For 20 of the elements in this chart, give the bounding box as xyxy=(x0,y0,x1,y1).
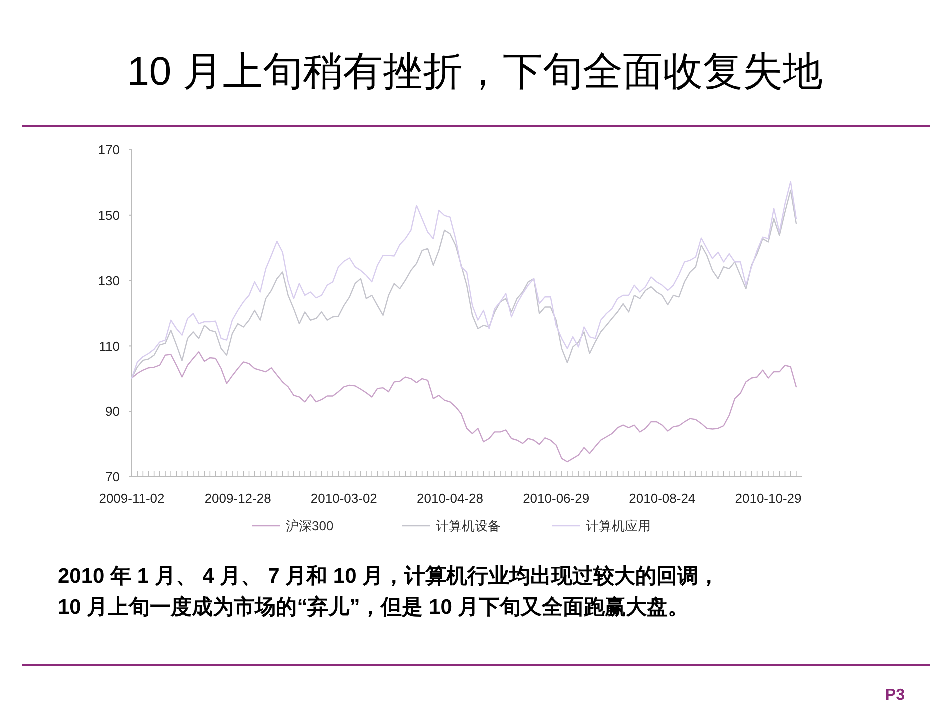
x-tick-label: 2009-11-02 xyxy=(99,491,165,506)
text: 10 月上旬一度成为市场的“弃儿”，但是 10 月下旬又全面跑赢大盘。 xyxy=(58,595,690,619)
y-tick-label: 150 xyxy=(98,208,120,223)
chart-title: 10 月上旬稍有挫折，下旬全面收复失地 xyxy=(127,50,823,94)
text: P3 xyxy=(885,687,906,704)
x-tick-label: 2010-10-29 xyxy=(735,491,802,506)
legend-label: 计算机设备 xyxy=(436,518,501,534)
x-tick-label: 2009-12-28 xyxy=(204,491,272,506)
x-tick-label: 2010-06-29 xyxy=(523,491,590,506)
x-tick-label: 2010-08-24 xyxy=(629,491,696,506)
y-tick-label: 70 xyxy=(106,470,120,485)
y-tick-label: 130 xyxy=(98,273,120,288)
y-tick-label: 170 xyxy=(98,142,120,158)
y-tick-label: 90 xyxy=(106,404,120,420)
y-tick-label: 110 xyxy=(99,338,120,354)
legend-label: 计算机应用 xyxy=(586,518,651,534)
legend-label: 沪深300 xyxy=(286,518,334,534)
x-tick-label: 2010-04-28 xyxy=(417,491,484,506)
x-tick-label: 2010-03-02 xyxy=(310,491,378,506)
text: 2010 年 1 月、 4 月、 7 月和 10 月，计算机行业均出现过较大的回调， xyxy=(58,565,720,588)
